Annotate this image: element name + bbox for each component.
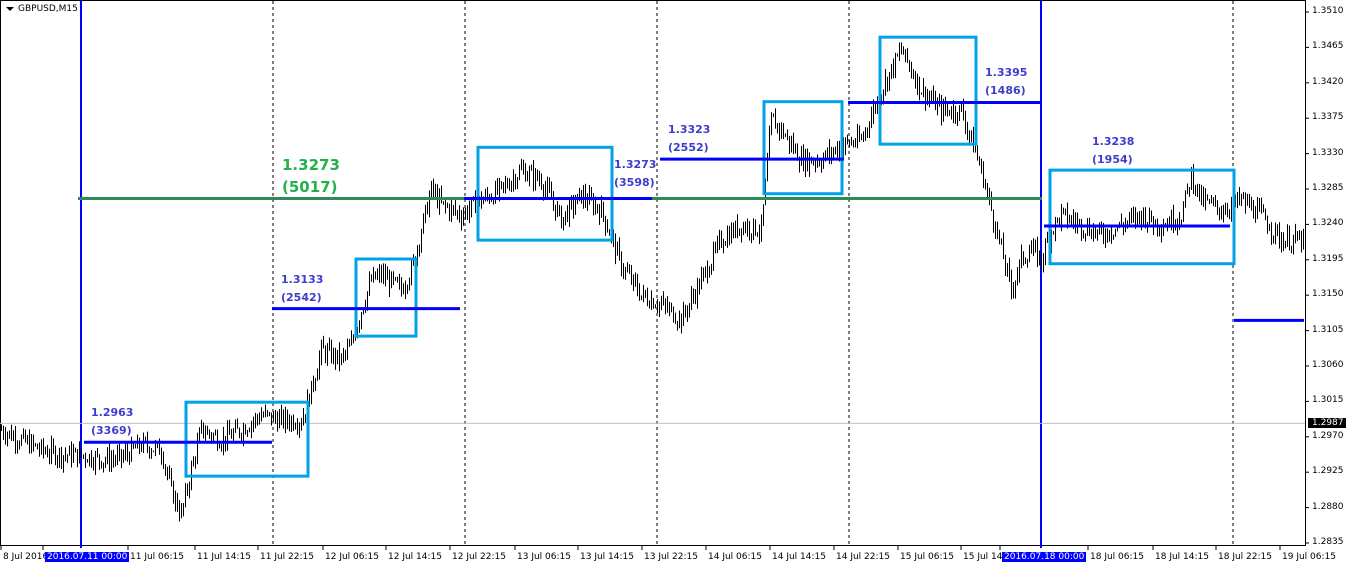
level-price: 1.2963 [91,406,134,420]
time-tick: 19 Jul 06:15 [1282,552,1336,562]
time-tick: 14 Jul 22:15 [836,552,890,562]
time-tick: 8 Jul 2016 [3,552,49,562]
price-tick: 1.3375 [1312,112,1344,123]
price-tick: 1.3015 [1312,395,1344,406]
time-tick: 18 Jul 06:15 [1090,552,1144,562]
price-tick: 1.3330 [1312,147,1344,158]
time-tick: 15 Jul 06:15 [900,552,954,562]
level-count: (1486) [985,84,1026,98]
price-tick: 1.3465 [1312,41,1344,52]
price-tick: 1.3240 [1312,218,1344,229]
time-tick: 11 Jul 22:15 [260,552,314,562]
price-tick: 1.2970 [1312,430,1344,441]
current-price-label: 1.2987 [1308,418,1346,428]
level-label: 1.3395 (1486) [985,64,1027,100]
time-tick: 2016.07.11 00:00 [45,552,130,562]
level-count: (3598) [614,176,655,190]
range-box [184,400,310,478]
price-tick: 1.3150 [1312,289,1344,300]
price-tick: 1.3420 [1312,76,1344,87]
chart-title: GBPUSD,M15 [6,4,78,14]
range-box [878,35,978,146]
level-count: (2542) [281,290,322,304]
range-box [762,100,844,196]
level-label: 1.2963 (3369) [91,404,133,440]
time-tick: 11 Jul 06:15 [130,552,184,562]
average-count: (5017) [282,178,338,196]
time-tick: 13 Jul 06:15 [517,552,571,562]
dropdown-triangle-icon[interactable] [6,7,14,11]
average-level-label: 1.3273 (5017) [282,154,340,198]
time-tick: 13 Jul 14:15 [580,552,634,562]
time-tick: 13 Jul 22:15 [644,552,698,562]
time-tick: 18 Jul 14:15 [1155,552,1209,562]
level-price: 1.3273 [614,158,657,172]
time-tick: 14 Jul 06:15 [708,552,762,562]
time-tick: 2016.07.18 00:00 [1002,552,1087,562]
price-tick: 1.2880 [1312,501,1344,512]
time-tick: 15 Jul 14:15 [963,552,1017,562]
level-label: 1.3323 (2552) [668,121,710,157]
level-count: (3369) [91,424,132,438]
time-tick: 12 Jul 14:15 [388,552,442,562]
price-tick: 1.2835 [1312,537,1344,547]
price-tick: 1.3105 [1312,324,1344,335]
time-tick: 12 Jul 22:15 [452,552,506,562]
level-label: 1.3273 (3598) [614,156,656,192]
average-price: 1.3273 [282,156,340,174]
price-tick: 1.3195 [1312,253,1344,264]
symbol-label: GBPUSD,M15 [18,4,78,14]
time-tick: 18 Jul 22:15 [1218,552,1272,562]
price-tick: 1.3510 [1312,6,1344,16]
price-tick: 1.3060 [1312,360,1344,370]
range-box [354,257,418,338]
level-price: 1.3238 [1092,134,1135,148]
level-label: 1.3238 (1954) [1092,133,1134,169]
plot-frame [0,0,1306,546]
range-box [1048,168,1236,266]
level-count: (1954) [1092,152,1133,166]
price-tick: 1.2925 [1312,466,1344,477]
time-tick: 11 Jul 14:15 [197,552,251,562]
time-tick: 14 Jul 14:15 [772,552,826,562]
level-price: 1.3133 [281,272,324,286]
level-price: 1.3323 [668,123,711,137]
level-label: 1.3133 (2542) [281,271,323,307]
time-tick: 12 Jul 06:15 [325,552,379,562]
level-count: (2552) [668,141,709,155]
level-price: 1.3395 [985,66,1028,80]
range-box [476,145,614,242]
price-tick: 1.3285 [1312,183,1344,193]
